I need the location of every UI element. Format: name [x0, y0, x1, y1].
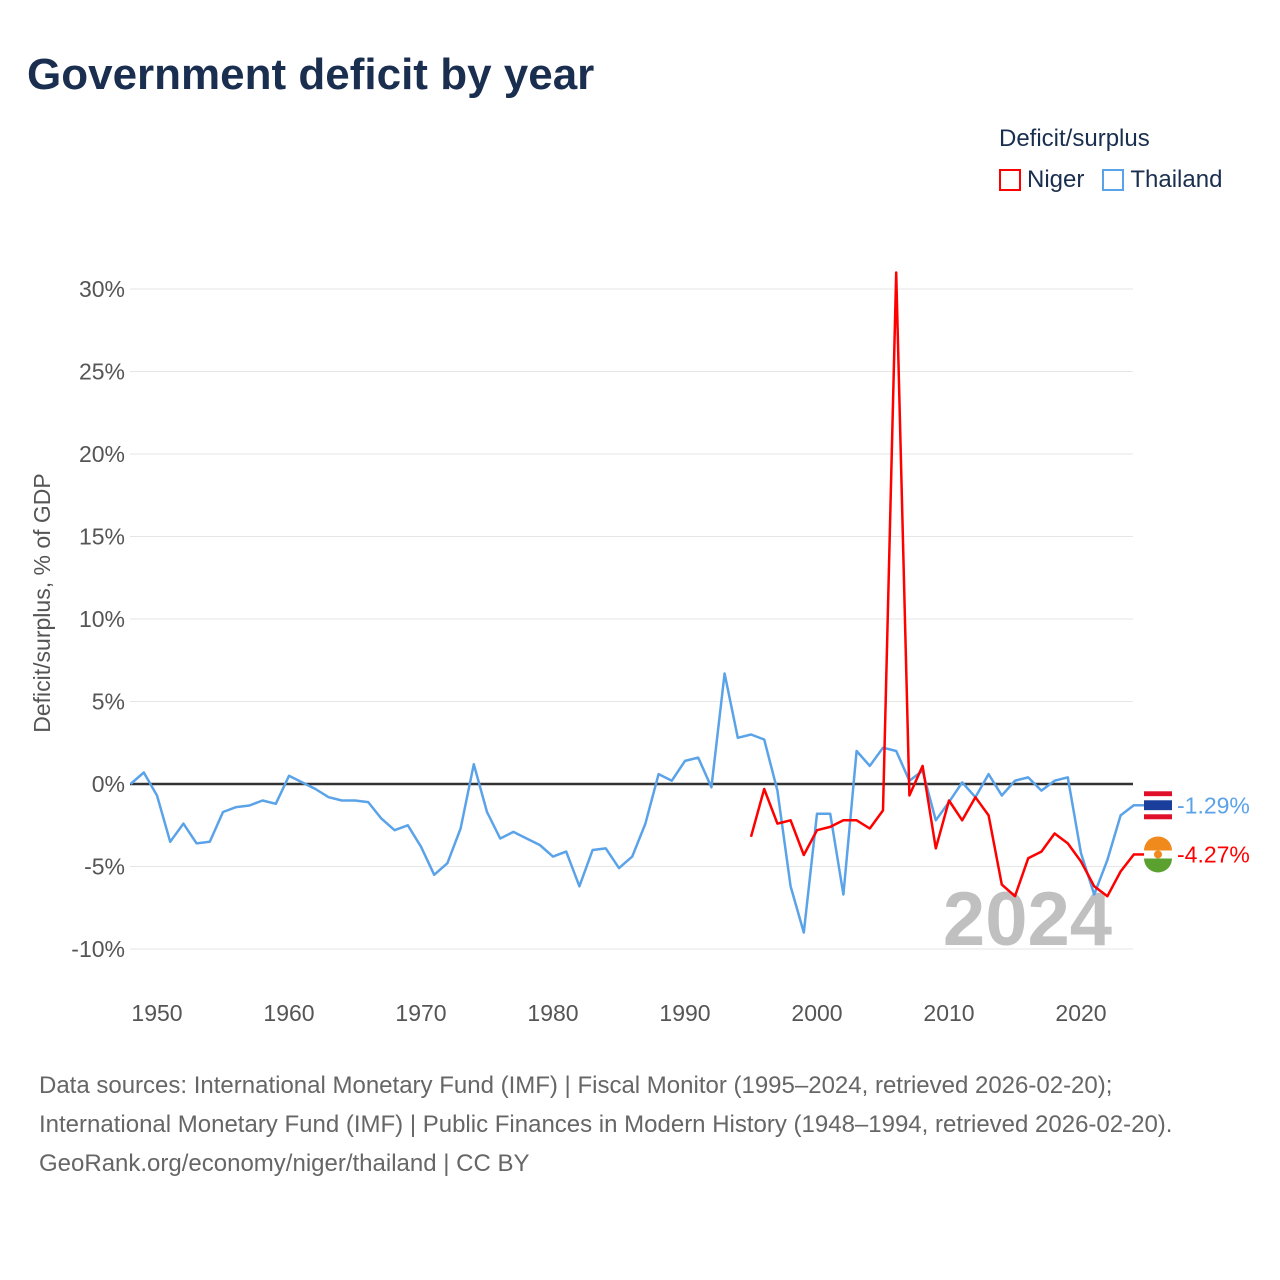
flag-stripe	[1144, 836, 1172, 851]
x-tick-label: 1960	[263, 1000, 314, 1026]
legend-item-niger[interactable]: Niger	[999, 166, 1084, 194]
x-tick-label: 2000	[791, 1000, 842, 1026]
y-tick-label: 25%	[79, 359, 125, 385]
legend-item-thailand[interactable]: Thailand	[1102, 166, 1222, 194]
y-tick-label: 5%	[92, 689, 125, 715]
y-axis-label: Deficit/surplus, % of GDP	[29, 473, 55, 732]
flag-emblem	[1154, 850, 1162, 859]
y-tick-label: 10%	[79, 606, 125, 632]
x-tick-label: 2010	[923, 1000, 974, 1026]
legend-label-niger: Niger	[1027, 166, 1085, 193]
flag-stripe	[1144, 796, 1172, 801]
chart-title: Government deficit by year	[27, 50, 595, 99]
x-tick-label: 2020	[1055, 1000, 1106, 1026]
flag-stripe	[1144, 800, 1172, 811]
year-watermark: 2024	[943, 877, 1112, 962]
legend: Niger Thailand	[999, 166, 1222, 194]
x-tick-label: 1970	[395, 1000, 446, 1026]
y-tick-label: 0%	[92, 771, 125, 797]
y-tick-label: 20%	[79, 441, 125, 467]
end-value-label-thailand: -1.29%	[1177, 792, 1250, 818]
credit-link[interactable]: GeoRank.org/economy/niger/thailand | CC …	[39, 1150, 530, 1177]
flag-stripe	[1144, 791, 1172, 797]
y-tick-label: -10%	[71, 936, 125, 962]
series-line-thailand	[129, 672, 1135, 934]
x-tick-label: 1990	[659, 1000, 710, 1026]
flag-stripe	[1144, 814, 1172, 820]
legend-swatch-thailand	[1102, 169, 1125, 191]
legend-swatch-niger	[999, 169, 1021, 191]
data-sources: Data sources: International Monetary Fun…	[39, 1072, 1173, 1138]
footer: Data sources: International Monetary Fun…	[39, 1066, 1239, 1183]
flag-stripe	[1144, 858, 1172, 873]
legend-label-thailand: Thailand	[1130, 166, 1223, 193]
x-tick-label: 1950	[131, 1000, 182, 1026]
flag-stripe	[1144, 810, 1172, 815]
y-tick-label: 30%	[79, 276, 125, 302]
series-line-niger	[749, 271, 1135, 898]
legend-title: Deficit/surplus	[999, 125, 1150, 152]
end-value-label-niger: -4.27%	[1177, 841, 1250, 867]
x-tick-label: 1980	[527, 1000, 578, 1026]
y-tick-label: 15%	[79, 524, 125, 550]
y-tick-label: -5%	[84, 854, 125, 880]
